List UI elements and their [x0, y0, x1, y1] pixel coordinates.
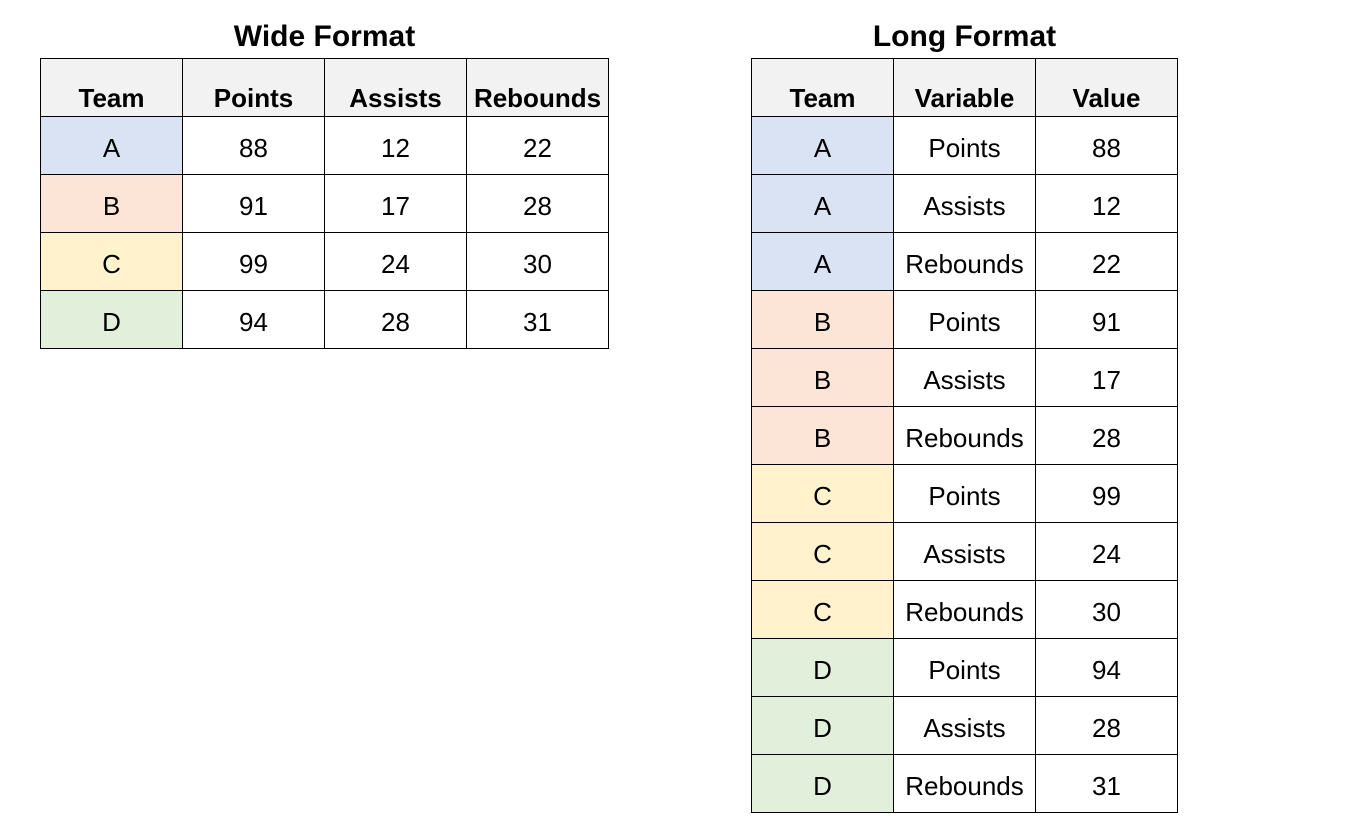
wide-format-table: Team Points Assists Rebounds A 88 12 22 B 91 1…	[40, 58, 609, 349]
rebounds-cell: 28	[466, 174, 609, 233]
table-row: A 88 12 22	[40, 116, 609, 175]
team-cell: B	[40, 174, 183, 233]
table-row: B 91 17 28	[40, 174, 609, 233]
long-format-table: Team Variable Value A Points 88 A Assists 12 A…	[751, 58, 1178, 813]
table-row: A Assists 12	[751, 174, 1178, 233]
long-header-row: Team Variable Value	[751, 58, 1178, 117]
variable-cell: Assists	[893, 348, 1036, 407]
table-row: B Points 91	[751, 290, 1178, 349]
rebounds-cell: 31	[466, 290, 609, 349]
value-cell: 28	[1035, 406, 1178, 465]
team-cell: C	[40, 232, 183, 291]
long-header-value: Value	[1035, 58, 1178, 117]
assists-cell: 24	[324, 232, 467, 291]
value-cell: 31	[1035, 754, 1178, 813]
team-cell: B	[751, 290, 894, 349]
assists-cell: 28	[324, 290, 467, 349]
variable-cell: Rebounds	[893, 232, 1036, 291]
table-row: B Assists 17	[751, 348, 1178, 407]
table-row: C Points 99	[751, 464, 1178, 523]
points-cell: 99	[182, 232, 325, 291]
assists-cell: 12	[324, 116, 467, 175]
value-cell: 94	[1035, 638, 1178, 697]
long-table-body: A Points 88 A Assists 12 A Rebounds 22 B Points 91 B…	[751, 116, 1178, 813]
team-cell: D	[40, 290, 183, 349]
team-cell: A	[40, 116, 183, 175]
variable-cell: Points	[893, 290, 1036, 349]
value-cell: 99	[1035, 464, 1178, 523]
points-cell: 94	[182, 290, 325, 349]
table-row: C Rebounds 30	[751, 580, 1178, 639]
team-cell: D	[751, 638, 894, 697]
long-format-title: Long Format	[872, 20, 1057, 53]
team-cell: C	[751, 580, 894, 639]
team-cell: C	[751, 522, 894, 581]
team-cell: A	[751, 174, 894, 233]
variable-cell: Points	[893, 464, 1036, 523]
table-row: D 94 28 31	[40, 290, 609, 349]
table-row: D Points 94	[751, 638, 1178, 697]
assists-cell: 17	[324, 174, 467, 233]
wide-header-team: Team	[40, 58, 183, 117]
value-cell: 24	[1035, 522, 1178, 581]
table-row: B Rebounds 28	[751, 406, 1178, 465]
table-row: C Assists 24	[751, 522, 1178, 581]
wide-header-assists: Assists	[324, 58, 467, 117]
wide-format-panel: Wide Format Team Points Assists Rebounds…	[40, 16, 609, 349]
variable-cell: Assists	[893, 174, 1036, 233]
variable-cell: Points	[893, 116, 1036, 175]
wide-format-title: Wide Format	[233, 20, 416, 53]
team-cell: D	[751, 696, 894, 755]
value-cell: 17	[1035, 348, 1178, 407]
points-cell: 91	[182, 174, 325, 233]
wide-header-points: Points	[182, 58, 325, 117]
variable-cell: Rebounds	[893, 754, 1036, 813]
rebounds-cell: 22	[466, 116, 609, 175]
wide-header-row: Team Points Assists Rebounds	[40, 58, 609, 117]
variable-cell: Points	[893, 638, 1036, 697]
value-cell: 88	[1035, 116, 1178, 175]
points-cell: 88	[182, 116, 325, 175]
long-header-team: Team	[751, 58, 894, 117]
long-header-variable: Variable	[893, 58, 1036, 117]
table-row: D Rebounds 31	[751, 754, 1178, 813]
value-cell: 12	[1035, 174, 1178, 233]
wide-table-body: A 88 12 22 B 91 17 28 C 99 24 30 D 94 28 31	[40, 116, 609, 349]
team-cell: D	[751, 754, 894, 813]
long-format-panel: Long Format Team Variable Value A Points 8…	[751, 16, 1178, 813]
variable-cell: Rebounds	[893, 580, 1036, 639]
team-cell: B	[751, 348, 894, 407]
table-row: A Points 88	[751, 116, 1178, 175]
value-cell: 28	[1035, 696, 1178, 755]
value-cell: 91	[1035, 290, 1178, 349]
table-row: A Rebounds 22	[751, 232, 1178, 291]
value-cell: 30	[1035, 580, 1178, 639]
table-row: D Assists 28	[751, 696, 1178, 755]
team-cell: A	[751, 116, 894, 175]
wide-header-rebounds: Rebounds	[466, 58, 609, 117]
table-row: C 99 24 30	[40, 232, 609, 291]
value-cell: 22	[1035, 232, 1178, 291]
variable-cell: Assists	[893, 522, 1036, 581]
team-cell: B	[751, 406, 894, 465]
team-cell: C	[751, 464, 894, 523]
team-cell: A	[751, 232, 894, 291]
variable-cell: Assists	[893, 696, 1036, 755]
variable-cell: Rebounds	[893, 406, 1036, 465]
rebounds-cell: 30	[466, 232, 609, 291]
